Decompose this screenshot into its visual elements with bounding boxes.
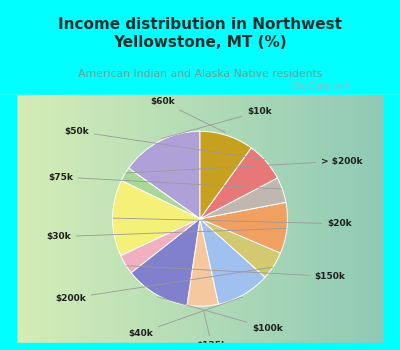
Wedge shape bbox=[129, 131, 200, 219]
Wedge shape bbox=[121, 168, 200, 219]
Text: Income distribution in Northwest
Yellowstone, MT (%): Income distribution in Northwest Yellows… bbox=[58, 17, 342, 50]
Text: > $200k: > $200k bbox=[126, 156, 363, 173]
Wedge shape bbox=[200, 219, 280, 277]
Wedge shape bbox=[200, 178, 286, 219]
Wedge shape bbox=[112, 181, 200, 256]
Wedge shape bbox=[121, 219, 200, 273]
Text: $200k: $200k bbox=[55, 267, 273, 303]
Wedge shape bbox=[200, 202, 288, 253]
Text: $150k: $150k bbox=[126, 266, 345, 281]
Text: $40k: $40k bbox=[128, 297, 242, 337]
Wedge shape bbox=[200, 148, 277, 219]
Text: $10k: $10k bbox=[162, 107, 272, 139]
Wedge shape bbox=[187, 219, 218, 306]
Wedge shape bbox=[200, 131, 251, 219]
Text: $100k: $100k bbox=[158, 297, 283, 332]
Text: $20k: $20k bbox=[113, 218, 352, 228]
Wedge shape bbox=[200, 219, 265, 304]
Wedge shape bbox=[131, 219, 200, 305]
Text: City-Data.com: City-Data.com bbox=[291, 82, 351, 91]
Text: $60k: $60k bbox=[150, 97, 225, 132]
Text: $75k: $75k bbox=[48, 173, 282, 189]
Text: $50k: $50k bbox=[64, 127, 265, 160]
Text: American Indian and Alaska Native residents: American Indian and Alaska Native reside… bbox=[78, 69, 322, 79]
Text: $125k: $125k bbox=[196, 311, 228, 350]
Text: $30k: $30k bbox=[46, 229, 286, 241]
